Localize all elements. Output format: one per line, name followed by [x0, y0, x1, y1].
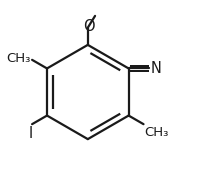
Text: N: N: [151, 61, 162, 76]
Text: O: O: [83, 19, 95, 34]
Text: CH₃: CH₃: [6, 52, 31, 66]
Text: CH₃: CH₃: [144, 126, 169, 139]
Text: I: I: [29, 126, 33, 141]
